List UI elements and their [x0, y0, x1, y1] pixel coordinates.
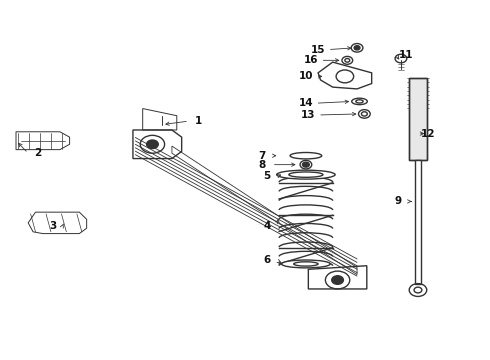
Text: 5: 5	[263, 171, 270, 181]
Circle shape	[362, 112, 368, 116]
Ellipse shape	[352, 98, 368, 105]
Ellipse shape	[294, 262, 318, 266]
Circle shape	[300, 160, 312, 169]
Ellipse shape	[289, 172, 323, 177]
Ellipse shape	[345, 59, 350, 62]
Text: 4: 4	[263, 221, 270, 231]
Text: 1: 1	[195, 116, 202, 126]
Text: 10: 10	[298, 71, 313, 81]
Text: 3: 3	[49, 221, 56, 231]
Text: 15: 15	[311, 45, 325, 55]
Ellipse shape	[342, 57, 353, 64]
Bar	[415, 160, 421, 284]
Text: 12: 12	[420, 129, 435, 139]
Bar	[409, 78, 427, 160]
Ellipse shape	[277, 170, 335, 179]
Circle shape	[354, 46, 360, 50]
Ellipse shape	[282, 260, 330, 268]
Text: 8: 8	[258, 159, 266, 170]
Text: 7: 7	[258, 151, 266, 161]
Text: 16: 16	[303, 55, 318, 65]
Text: 2: 2	[34, 148, 42, 158]
Circle shape	[302, 162, 309, 167]
Text: 11: 11	[398, 50, 413, 60]
Bar	[409, 78, 427, 160]
Circle shape	[332, 276, 343, 284]
Text: 14: 14	[298, 98, 313, 108]
Text: 6: 6	[263, 255, 270, 265]
Ellipse shape	[356, 100, 363, 103]
Ellipse shape	[290, 153, 322, 159]
Text: 9: 9	[395, 197, 402, 206]
Circle shape	[147, 140, 158, 149]
Text: 13: 13	[301, 110, 316, 120]
